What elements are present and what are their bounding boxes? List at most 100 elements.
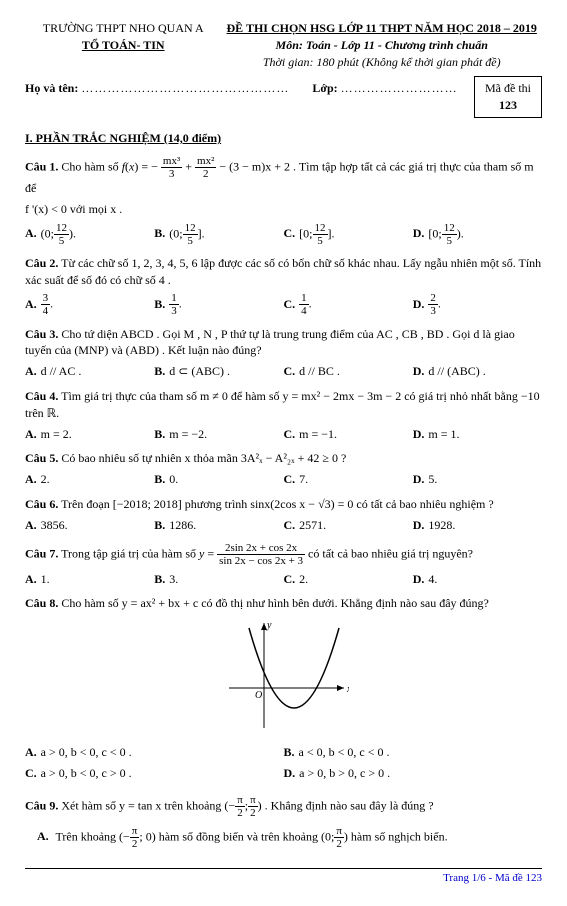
question-5: Câu 5. Có bao nhiêu số tự nhiên x thỏa m… (25, 450, 542, 467)
q1-opt-d: D.[0;125). (413, 222, 542, 247)
q5-num: Câu 5. (25, 451, 58, 465)
q9-a3: hàm số nghịch biến. (351, 829, 448, 843)
q3-opt-b: B.d ⊂ (ABC) . (154, 363, 283, 380)
q1-frac1: mx³3 (161, 155, 182, 180)
q9-opt-a: A. Trên khoảng (−π2; 0) hàm số đồng biến… (37, 825, 542, 850)
q3-opt-a: A.d // AC . (25, 363, 154, 380)
q7-text1: Trong tập giá trị của hàm số (61, 546, 199, 560)
q9-num: Câu 9. (25, 798, 58, 812)
q7-opt-b: B.3. (154, 571, 283, 588)
q7-opt-a: A.1. (25, 571, 154, 588)
q4-opt-c: C.m = −1. (284, 426, 413, 443)
q4-options: A.m = 2. B.m = −2. C.m = −1. D.m = 1. (25, 426, 542, 443)
q8-text: Cho hàm số y = ax² + bx + c có đồ thị nh… (61, 596, 489, 610)
q2-opt-d: D.23. (413, 292, 542, 317)
q7-num: Câu 7. (25, 546, 58, 560)
q4-opt-d: D.m = 1. (413, 426, 542, 443)
q6-opt-c: C.2571. (284, 517, 413, 534)
code-label: Mã đề thi (485, 80, 531, 97)
exam-code-box: Mã đề thi 123 (474, 76, 542, 118)
q1-num: Câu 1. (25, 159, 58, 173)
q4-text: Tìm giá trị thực của tham số m ≠ 0 để hà… (25, 389, 540, 420)
svg-text:x: x (346, 684, 349, 695)
q3-text: Cho tứ diện ABCD . Gọi M , N , P thứ tự … (25, 327, 515, 358)
q9-text1: Xét hàm số y = tan x trên khoảng (61, 798, 224, 812)
parabola-graph: x y O (219, 618, 349, 733)
q6-options: A.3856. B.1286. C.2571. D.1928. (25, 517, 542, 534)
q8-options: A.a > 0, b < 0, c < 0 . B.a < 0, b < 0, … (25, 744, 542, 786)
q6-opt-d: D.1928. (413, 517, 542, 534)
q4-opt-b: B.m = −2. (154, 426, 283, 443)
q7-opt-c: C.2. (284, 571, 413, 588)
question-7: Câu 7. Trong tập giá trị của hàm số y = … (25, 542, 542, 567)
q1-fx: f(x) = − (122, 159, 158, 173)
exam-title: ĐỀ THI CHỌN HSG LỚP 11 THPT NĂM HỌC 2018… (221, 20, 542, 37)
section1-text: I. PHẦN TRẮC NGHIỆM (14,0 điểm) (25, 131, 221, 145)
svg-text:y: y (266, 620, 272, 631)
q1-opt-b: B.(0;125]. (154, 222, 283, 247)
q9-int1: π2 (235, 794, 245, 819)
q6-opt-b: B.1286. (154, 517, 283, 534)
school-name: TRƯỜNG THPT NHO QUAN A (25, 20, 221, 37)
exam-subject: Môn: Toán - Lớp 11 - Chương trình chuẩn (221, 37, 542, 54)
q1-opt-c: C.[0;125]. (284, 222, 413, 247)
q3-opt-c: C.d // BC . (284, 363, 413, 380)
code-value: 123 (485, 97, 531, 114)
exam-time: Thời gian: 180 phút (Không kể thời gian … (221, 54, 542, 71)
q2-text: Từ các chữ số 1, 2, 3, 4, 5, 6 lập được … (25, 256, 541, 287)
question-1: Câu 1. Cho hàm số f(x) = − mx³3 + mx²2 −… (25, 155, 542, 197)
section-title: I. PHẦN TRẮC NGHIỆM (14,0 điểm) (25, 130, 542, 147)
q7-frac: 2sin 2x + cos 2xsin 2x − cos 2x + 3 (217, 542, 305, 567)
header: TRƯỜNG THPT NHO QUAN A TỔ TOÁN- TIN ĐỀ T… (25, 20, 542, 70)
q9-a2: hàm số đồng biến và trên khoảng (159, 829, 321, 843)
q3-num: Câu 3. (25, 327, 58, 341)
q7-opt-d: D.4. (413, 571, 542, 588)
q4-num: Câu 4. (25, 389, 58, 403)
question-3: Câu 3. Cho tứ diện ABCD . Gọi M , N , P … (25, 326, 542, 360)
q3-options: A.d // AC . B.d ⊂ (ABC) . C.d // BC . D.… (25, 363, 542, 380)
question-4: Câu 4. Tìm giá trị thực của tham số m ≠ … (25, 388, 542, 422)
q1-text1: Cho hàm số (61, 159, 121, 173)
q8-num: Câu 8. (25, 596, 58, 610)
question-6: Câu 6. Trên đoạn [−2018; 2018] phương tr… (25, 496, 542, 513)
q6-text: Trên đoạn [−2018; 2018] phương trình sin… (61, 497, 494, 511)
q1-rest: − (3 − m)x + 2 (219, 159, 290, 173)
q8-graph: x y O (25, 618, 542, 738)
q5-opt-d: D.5. (413, 471, 542, 488)
q5-opt-b: B.0. (154, 471, 283, 488)
class-dots: ……………………… (341, 81, 458, 95)
q7-text2: có tất cả bao nhiêu giá trị nguyên? (308, 546, 473, 560)
q8-opt-d: D.a > 0, b > 0, c > 0 . (284, 765, 543, 782)
q9-text2: . Khẳng định nào sau đây là đúng ? (265, 798, 434, 812)
q2-num: Câu 2. (25, 256, 58, 270)
q5-text: Có bao nhiêu số tự nhiên x thỏa mãn 3A²ₓ… (61, 451, 346, 465)
q5-opt-a: A.2. (25, 471, 154, 488)
name-row: Họ và tên: ………………………………………… Lớp: …………………… (25, 80, 542, 97)
q9-int2: π2 (248, 794, 258, 819)
q1-plus: + (185, 159, 195, 173)
q4-opt-a: A.m = 2. (25, 426, 154, 443)
q8-opt-a: A.a > 0, b < 0, c < 0 . (25, 744, 284, 761)
code-name-row: Mã đề thi 123 Họ và tên: ………………………………………… (25, 74, 542, 118)
q5-opt-c: C.7. (284, 471, 413, 488)
svg-text:O: O (255, 690, 262, 701)
q5-options: A.2. B.0. C.7. D.5. (25, 471, 542, 488)
q1-opt-a: A.(0;125). (25, 222, 154, 247)
q1-cond: f '(x) < 0 với mọi x . (25, 201, 542, 218)
header-left: TRƯỜNG THPT NHO QUAN A TỔ TOÁN- TIN (25, 20, 221, 70)
class-label: Lớp: (312, 81, 337, 95)
name-dots: ………………………………………… (81, 81, 289, 95)
q2-options: A.34. B.13. C.14. D.23. (25, 292, 542, 317)
name-label: Họ và tên: (25, 81, 78, 95)
q1-frac2: mx²2 (195, 155, 216, 180)
q2-opt-a: A.34. (25, 292, 154, 317)
q2-opt-c: C.14. (284, 292, 413, 317)
q1-options: A.(0;125). B.(0;125]. C.[0;125]. D.[0;12… (25, 222, 542, 247)
header-right: ĐỀ THI CHỌN HSG LỚP 11 THPT NĂM HỌC 2018… (221, 20, 542, 70)
q6-num: Câu 6. (25, 497, 58, 511)
q8-opt-b: B.a < 0, b < 0, c < 0 . (284, 744, 543, 761)
q6-opt-a: A.3856. (25, 517, 154, 534)
question-9: Câu 9. Xét hàm số y = tan x trên khoảng … (25, 794, 542, 819)
q9-a1: Trên khoảng (55, 829, 119, 843)
q2-opt-b: B.13. (154, 292, 283, 317)
